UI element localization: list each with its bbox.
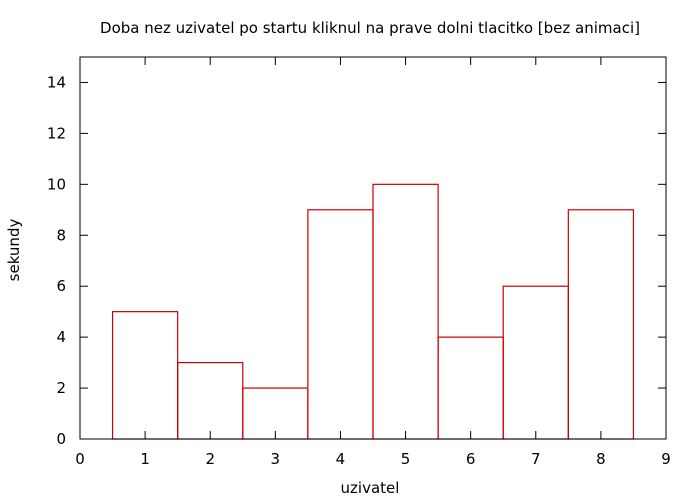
y-tick-label-6: 6 [56, 277, 66, 295]
y-tick-label-4: 4 [56, 328, 66, 346]
x-tick-label-5: 5 [401, 450, 411, 468]
x-axis-label: uzivatel [341, 479, 400, 497]
bars-group [111, 183, 635, 440]
bar-user-7 [502, 285, 569, 440]
bar-user-1 [111, 311, 179, 440]
bar-user-6 [437, 336, 504, 440]
bar-user-4 [307, 209, 374, 440]
x-tick-label-1: 1 [140, 450, 150, 468]
y-axis-label: sekundy [5, 219, 23, 282]
y-tick-label-0: 0 [56, 430, 66, 448]
y-tick-label-2: 2 [56, 379, 66, 397]
x-tick-label-2: 2 [205, 450, 215, 468]
x-tick-label-8: 8 [596, 450, 606, 468]
y-tick-label-14: 14 [47, 73, 66, 91]
bar-user-2 [177, 362, 244, 440]
y-tick-label-8: 8 [56, 226, 66, 244]
x-tick-label-6: 6 [466, 450, 476, 468]
y-tick-label-10: 10 [47, 175, 66, 193]
y-tick-label-12: 12 [47, 124, 66, 142]
x-tick-label-7: 7 [531, 450, 541, 468]
x-tick-label-4: 4 [336, 450, 346, 468]
x-tick-label-0: 0 [75, 450, 85, 468]
x-tick-label-3: 3 [271, 450, 281, 468]
plot-frame [79, 56, 667, 440]
bar-user-5 [372, 183, 439, 440]
bar-user-8 [567, 209, 635, 440]
chart-title: Doba nez uzivatel po startu kliknul na p… [100, 19, 640, 37]
x-tick-label-9: 9 [661, 450, 671, 468]
